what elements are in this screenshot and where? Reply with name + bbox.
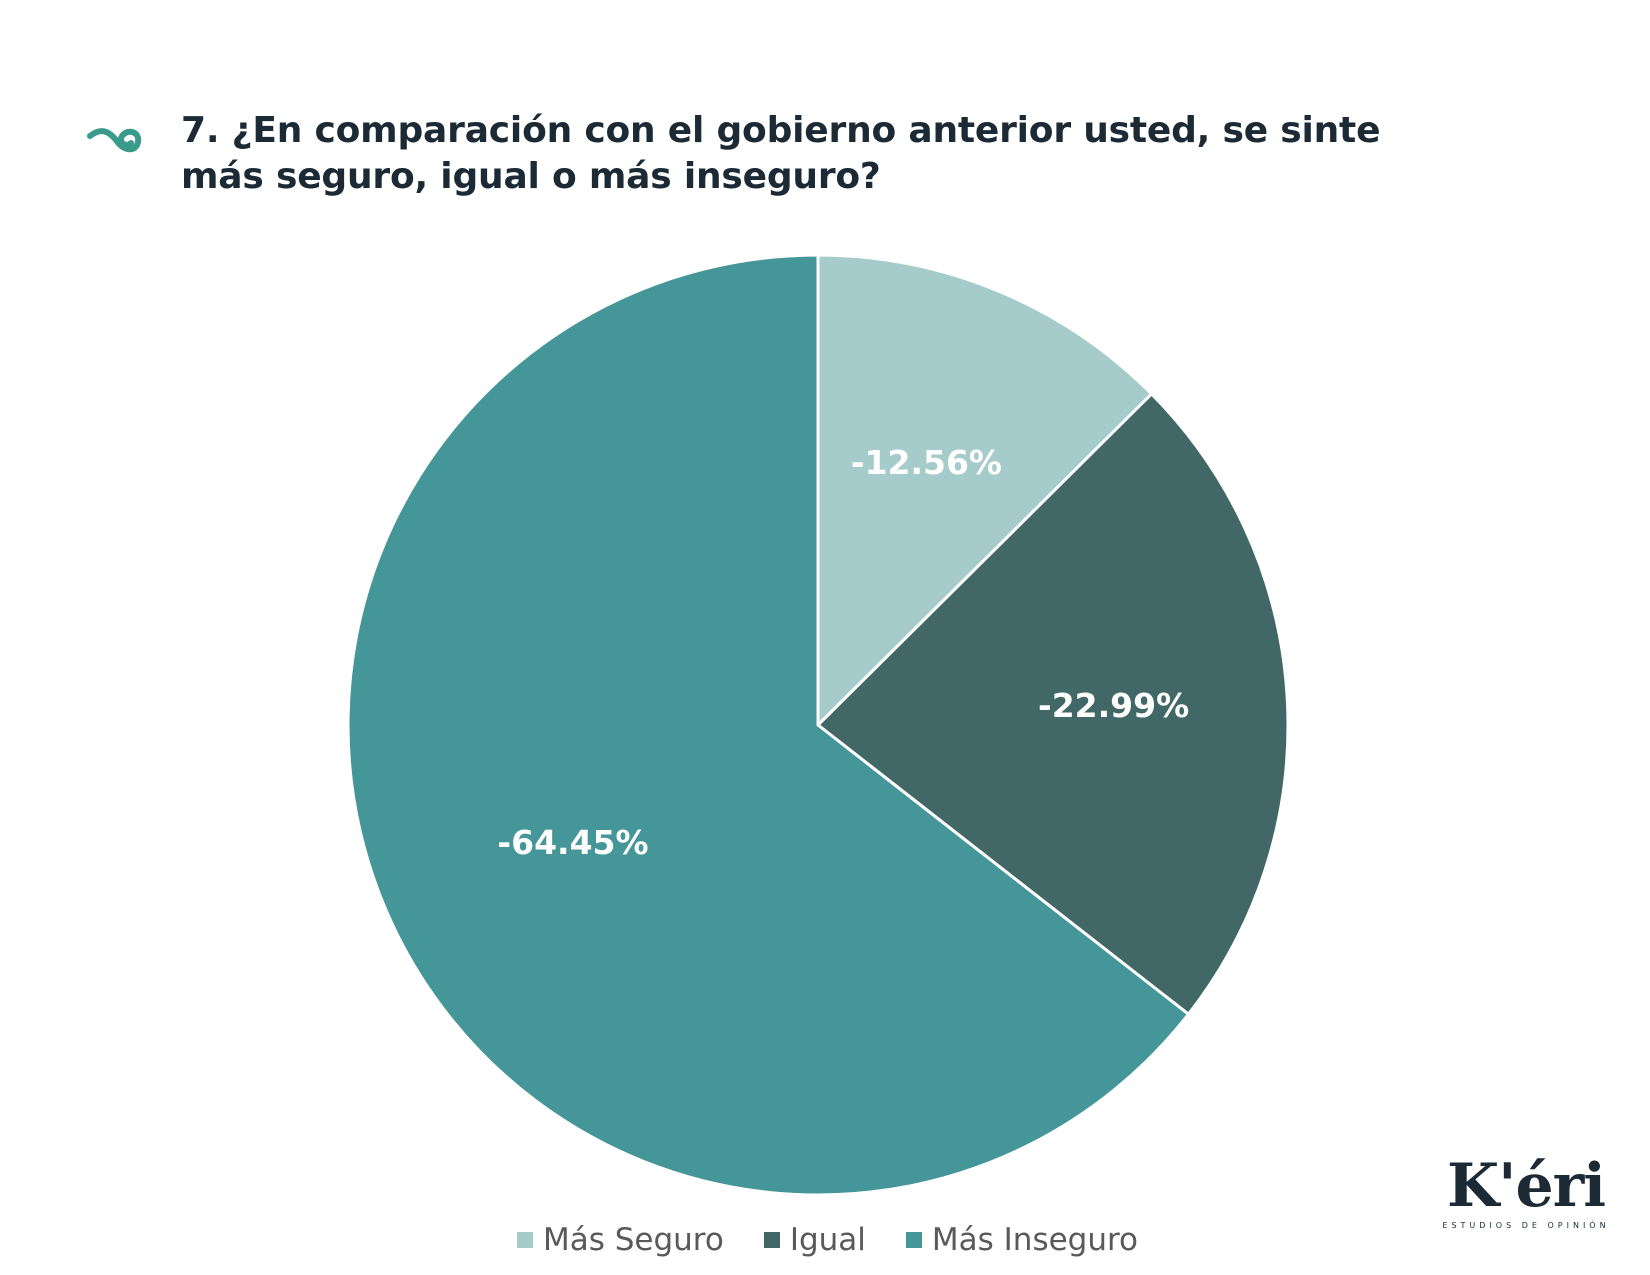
chart-legend: Más Seguro Igual Más Inseguro [0, 1222, 1650, 1258]
legend-label: Más Inseguro [931, 1222, 1139, 1258]
data-label-igual: -22.99% [1038, 686, 1189, 725]
legend-item-mas-seguro: Más Seguro [516, 1222, 724, 1258]
legend-swatch [516, 1232, 533, 1248]
pie-slice-igual [815, 391, 1290, 1017]
brand-tagline: ESTUDIOS DE OPINIÓN [1442, 1221, 1610, 1230]
page-title: 7. ¿En comparación con el gobierno anter… [181, 110, 1381, 197]
brand-logo: K'éri ESTUDIOS DE OPINIÓN [1440, 1155, 1612, 1235]
legend-item-igual: Igual [763, 1222, 866, 1258]
swirl-icon [87, 128, 142, 153]
pie-data-labels: -12.56% -22.99% -64.45% [497, 443, 1189, 862]
pie-slices [346, 253, 1290, 1197]
data-label-mas-seguro: -12.56% [851, 443, 1002, 482]
legend-swatch [763, 1232, 780, 1248]
legend-label: Igual [789, 1222, 866, 1258]
legend-swatch [905, 1232, 922, 1248]
legend-item-mas-inseguro: Más Inseguro [905, 1222, 1139, 1258]
pie-slice-mas-inseguro [346, 253, 1191, 1197]
data-label-mas-inseguro: -64.45% [497, 823, 648, 862]
pie-slice-mas-seguro [816, 253, 1154, 729]
brand-name: K'éri [1446, 1151, 1606, 1221]
legend-label: Más Seguro [542, 1222, 724, 1258]
